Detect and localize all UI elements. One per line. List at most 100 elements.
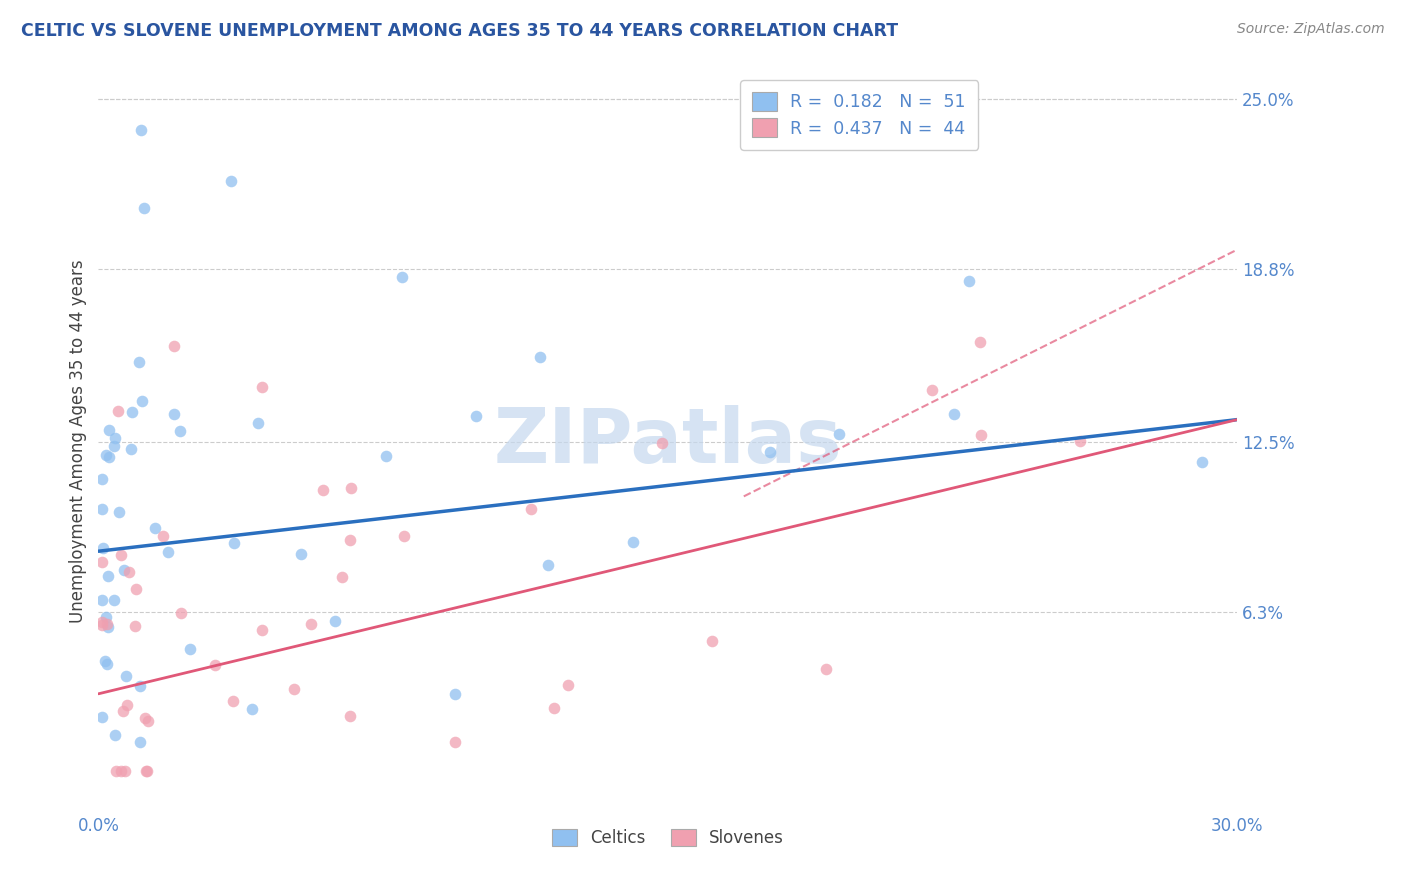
Point [96, 657, 118, 671]
Point [91, 618, 114, 632]
Point [969, 428, 991, 442]
Point [103, 439, 125, 453]
Point [97, 620, 120, 634]
Point [312, 483, 335, 498]
Point [169, 425, 191, 439]
Point [136, 764, 159, 778]
Point [339, 533, 361, 548]
Point [107, 403, 129, 417]
Point [91, 615, 114, 629]
Point [115, 698, 138, 712]
Point [103, 593, 125, 607]
Point [702, 634, 724, 648]
Point [339, 708, 361, 723]
Text: Source: ZipAtlas.com: Source: ZipAtlas.com [1237, 22, 1385, 37]
Point [104, 764, 127, 778]
Point [135, 764, 157, 778]
Point [163, 407, 186, 421]
Point [299, 616, 322, 631]
Point [943, 407, 966, 421]
Point [537, 558, 560, 573]
Point [125, 582, 148, 596]
Point [465, 409, 488, 423]
Point [129, 735, 152, 749]
Point [129, 679, 152, 693]
Point [340, 481, 363, 495]
Point [623, 535, 645, 549]
Point [828, 426, 851, 441]
Point [443, 734, 465, 748]
Point [375, 449, 398, 463]
Point [921, 383, 943, 397]
Point [221, 174, 243, 188]
Point [128, 355, 150, 369]
Point [330, 570, 353, 584]
Point [651, 436, 673, 450]
Point [323, 615, 346, 629]
Point [152, 529, 174, 543]
Point [94, 654, 117, 668]
Point [124, 619, 146, 633]
Point [283, 682, 305, 697]
Point [120, 442, 142, 457]
Point [157, 545, 180, 559]
Point [104, 431, 127, 445]
Point [758, 445, 780, 459]
Point [115, 669, 138, 683]
Point [112, 563, 135, 577]
Point [163, 338, 186, 352]
Point [247, 416, 270, 430]
Point [110, 548, 132, 562]
Point [392, 529, 415, 543]
Point [91, 555, 114, 569]
Point [520, 502, 543, 516]
Point [121, 404, 143, 418]
Point [111, 704, 134, 718]
Point [143, 521, 166, 535]
Point [132, 202, 155, 216]
Point [969, 335, 991, 350]
Point [91, 502, 114, 516]
Text: ZIPatlas: ZIPatlas [494, 405, 842, 478]
Point [104, 728, 127, 742]
Point [91, 472, 114, 486]
Point [138, 714, 160, 728]
Point [543, 701, 565, 715]
Point [1069, 434, 1091, 449]
Point [815, 662, 838, 676]
Point [444, 688, 467, 702]
Point [131, 393, 153, 408]
Point [91, 710, 114, 724]
Point [91, 593, 114, 607]
Point [529, 351, 551, 365]
Point [250, 623, 273, 637]
Point [91, 541, 114, 556]
Point [240, 701, 263, 715]
Point [94, 448, 117, 462]
Point [222, 536, 245, 550]
Point [179, 642, 201, 657]
Point [170, 606, 193, 620]
Point [391, 270, 413, 285]
Point [118, 565, 141, 579]
Point [222, 694, 245, 708]
Point [97, 568, 120, 582]
Point [97, 423, 120, 437]
Point [957, 274, 980, 288]
Point [134, 711, 156, 725]
Point [557, 678, 579, 692]
Y-axis label: Unemployment Among Ages 35 to 44 years: Unemployment Among Ages 35 to 44 years [69, 260, 87, 624]
Point [1191, 455, 1213, 469]
Point [290, 547, 312, 561]
Point [96, 616, 118, 631]
Text: CELTIC VS SLOVENE UNEMPLOYMENT AMONG AGES 35 TO 44 YEARS CORRELATION CHART: CELTIC VS SLOVENE UNEMPLOYMENT AMONG AGE… [21, 22, 898, 40]
Point [98, 450, 121, 464]
Point [250, 380, 273, 394]
Point [94, 609, 117, 624]
Point [114, 764, 136, 778]
Point [204, 657, 226, 672]
Point [129, 123, 152, 137]
Point [108, 505, 131, 519]
Legend: Celtics, Slovenes: Celtics, Slovenes [544, 821, 792, 855]
Point [110, 764, 132, 778]
